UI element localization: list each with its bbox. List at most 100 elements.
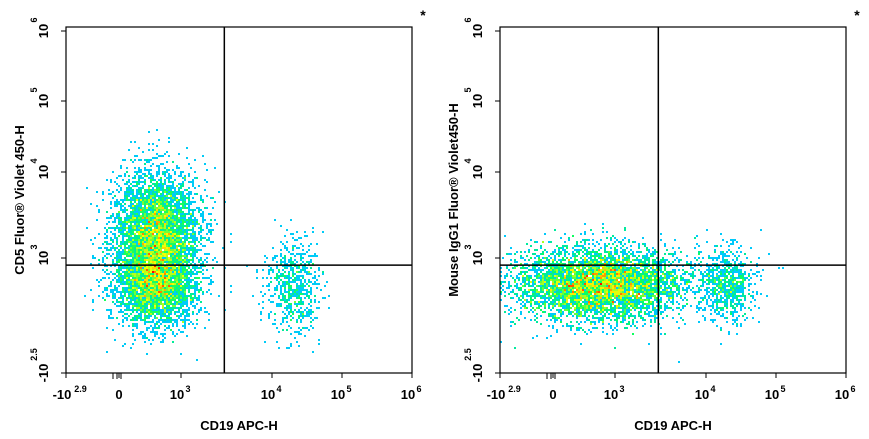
event-dot <box>108 253 110 255</box>
event-dot <box>314 295 316 297</box>
event-dot <box>542 269 544 271</box>
event-dot <box>134 339 136 341</box>
event-dot <box>556 263 558 265</box>
event-dot <box>112 247 114 249</box>
event-dot <box>162 215 164 217</box>
event-dot <box>618 285 620 287</box>
event-dot <box>712 279 714 281</box>
event-dot <box>624 263 626 265</box>
event-dot <box>160 313 162 315</box>
event-dot <box>122 237 124 239</box>
event-dot <box>274 323 276 325</box>
event-dot <box>526 243 528 245</box>
event-dot <box>180 223 182 225</box>
event-dot <box>506 267 508 269</box>
event-dot <box>600 261 602 263</box>
event-dot <box>582 265 584 267</box>
event-dot <box>648 277 650 279</box>
event-dot <box>134 319 136 321</box>
event-dot <box>560 237 562 239</box>
event-dot <box>132 257 134 259</box>
event-dot <box>610 281 612 283</box>
event-dot <box>132 309 134 311</box>
event-dot <box>148 203 150 205</box>
event-dot <box>290 293 292 295</box>
event-dot <box>142 263 144 265</box>
event-dot <box>146 175 148 177</box>
event-dot <box>132 247 134 249</box>
event-dot <box>600 255 602 257</box>
event-dot <box>156 245 158 247</box>
event-dot <box>156 185 158 187</box>
event-dot <box>110 193 112 195</box>
event-dot <box>142 195 144 197</box>
event-dot <box>292 247 294 249</box>
event-dot <box>162 201 164 203</box>
event-dot <box>180 305 182 307</box>
event-dot <box>550 275 552 277</box>
event-dot <box>644 279 646 281</box>
event-dot <box>306 271 308 273</box>
event-dot <box>140 247 142 249</box>
event-dot <box>316 243 318 245</box>
event-dot <box>178 207 180 209</box>
event-dot <box>290 309 292 311</box>
event-dot <box>130 301 132 303</box>
event-dot <box>108 317 110 319</box>
event-dot <box>158 293 160 295</box>
event-dot <box>124 257 126 259</box>
event-dot <box>156 313 158 315</box>
event-dot <box>144 313 146 315</box>
event-dot <box>546 283 548 285</box>
event-dot <box>708 273 710 275</box>
event-dot <box>184 293 186 295</box>
event-dot <box>132 241 134 243</box>
event-dot <box>302 265 304 267</box>
event-dot <box>160 311 162 313</box>
event-dot <box>170 287 172 289</box>
event-dot <box>276 287 278 289</box>
event-dot <box>168 173 170 175</box>
event-dot <box>178 245 180 247</box>
event-dot <box>106 217 108 219</box>
event-dot <box>514 285 516 287</box>
event-dot <box>178 241 180 243</box>
event-dot <box>290 297 292 299</box>
event-dot <box>110 181 112 183</box>
event-dot <box>158 211 160 213</box>
event-dot <box>134 255 136 257</box>
event-dot <box>562 279 564 281</box>
event-dot <box>730 265 732 267</box>
event-dot <box>520 251 522 253</box>
event-dot <box>156 195 158 197</box>
event-dot <box>110 217 112 219</box>
event-dot <box>126 217 128 219</box>
event-dot <box>718 283 720 285</box>
event-dot <box>606 281 608 283</box>
event-dot <box>622 273 624 275</box>
event-dot <box>174 171 176 173</box>
event-dot <box>166 247 168 249</box>
event-dot <box>194 187 196 189</box>
event-dot <box>572 285 574 287</box>
event-dot <box>536 265 538 267</box>
event-dot <box>122 271 124 273</box>
event-dot <box>128 191 130 193</box>
event-dot <box>318 275 320 277</box>
event-dot <box>298 293 300 295</box>
event-dot <box>168 247 170 249</box>
event-dot <box>632 279 634 281</box>
event-dot <box>152 295 154 297</box>
event-dot <box>202 291 204 293</box>
event-dot <box>268 289 270 291</box>
event-dot <box>552 271 554 273</box>
event-dot <box>606 251 608 253</box>
event-dot <box>300 255 302 257</box>
event-dot <box>304 253 306 255</box>
event-dot <box>616 275 618 277</box>
event-dot <box>134 195 136 197</box>
event-dot <box>118 251 120 253</box>
event-dot <box>690 273 692 275</box>
event-dot <box>152 289 154 291</box>
event-dot <box>630 253 632 255</box>
